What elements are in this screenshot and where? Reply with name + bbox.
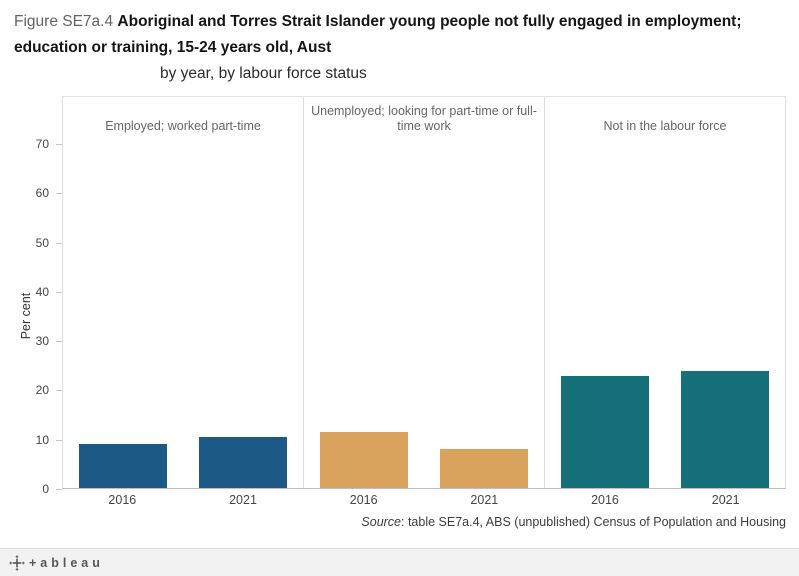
y-tick-mark — [56, 291, 62, 293]
x-axis-group: 2016 2021 — [62, 493, 303, 507]
chart-panels: Employed; worked part-time Unemployed; lo… — [62, 97, 786, 488]
y-tick-mark — [56, 439, 62, 441]
y-tick-label: 70 — [35, 137, 49, 151]
y-tick-mark — [56, 489, 62, 490]
source-label: Source — [361, 515, 402, 529]
title-text-1: Aboriginal and Torres Strait Islander yo… — [117, 13, 742, 30]
source-text: : table SE7a.4, ABS (unpublished) Census… — [401, 515, 786, 529]
bar[interactable] — [320, 431, 408, 488]
bar[interactable] — [440, 448, 528, 488]
chart-panel: Unemployed; looking for part-time or ful… — [303, 97, 544, 488]
panel-pane — [63, 145, 303, 488]
x-axis-label: 2016 — [108, 493, 137, 507]
y-tick-label: 60 — [35, 186, 49, 201]
panel-pane — [304, 145, 544, 488]
x-axis-label: 2021 — [470, 493, 499, 507]
x-axis-label: 2016 — [591, 493, 619, 507]
bar[interactable] — [681, 370, 769, 488]
chart-area: Employed; worked part-time Unemployed; lo… — [62, 96, 786, 489]
y-tick-mark — [56, 341, 62, 343]
bar[interactable] — [79, 443, 167, 488]
x-axis: 2016 2021 2016 2021 2016 2021 — [62, 493, 786, 507]
y-axis: 0 10 20 30 40 50 60 70 — [0, 137, 62, 496]
figure-label: Figure SE7a.4 — [14, 13, 114, 30]
bar[interactable] — [561, 375, 649, 488]
panel-header: Not in the labour force — [545, 97, 785, 145]
chart-subtitle: by year, by labour force status — [160, 65, 367, 82]
panel-header: Unemployed; looking for part-time or ful… — [304, 97, 544, 145]
y-tick-label: 10 — [35, 432, 49, 447]
source-note: Source: table SE7a.4, ABS (unpublished) … — [361, 515, 786, 529]
x-axis-label: 2021 — [711, 493, 740, 507]
tableau-footer-bar: +ableau — [0, 548, 799, 576]
x-axis-label: 2021 — [229, 493, 257, 507]
tableau-logo-icon[interactable] — [9, 554, 25, 571]
panel-header-label: Employed; worked part-time — [105, 119, 261, 133]
y-tick-label: 20 — [35, 383, 49, 398]
title-text-2: education or training, 15-24 years old, … — [14, 39, 332, 56]
panel-pane — [545, 145, 785, 488]
y-tick-label: 50 — [35, 235, 49, 250]
y-tick-mark — [56, 242, 62, 244]
title-line-1: Figure SE7a.4 Aboriginal and Torres Stra… — [14, 9, 789, 35]
panel-header: Employed; worked part-time — [63, 97, 303, 145]
y-tick-label: 0 — [42, 482, 49, 496]
y-tick-label: 30 — [35, 334, 49, 349]
chart-title-block: Figure SE7a.4 Aboriginal and Torres Stra… — [14, 9, 789, 87]
y-tick-label: 40 — [35, 284, 49, 299]
y-tick-mark — [56, 193, 62, 195]
y-tick-mark — [56, 390, 62, 392]
tableau-wordmark[interactable]: +ableau — [29, 555, 104, 570]
x-axis-label: 2016 — [349, 493, 378, 507]
chart-panel: Not in the labour force — [544, 97, 786, 488]
x-axis-group: 2016 2021 — [545, 493, 786, 507]
panel-header-label: Not in the labour force — [603, 119, 727, 133]
x-axis-group: 2016 2021 — [303, 493, 544, 507]
bar[interactable] — [199, 437, 287, 488]
y-tick-mark — [56, 144, 62, 145]
chart-panel: Employed; worked part-time — [62, 97, 303, 488]
panel-header-label: Unemployed; looking for part-time or ful… — [311, 104, 537, 133]
